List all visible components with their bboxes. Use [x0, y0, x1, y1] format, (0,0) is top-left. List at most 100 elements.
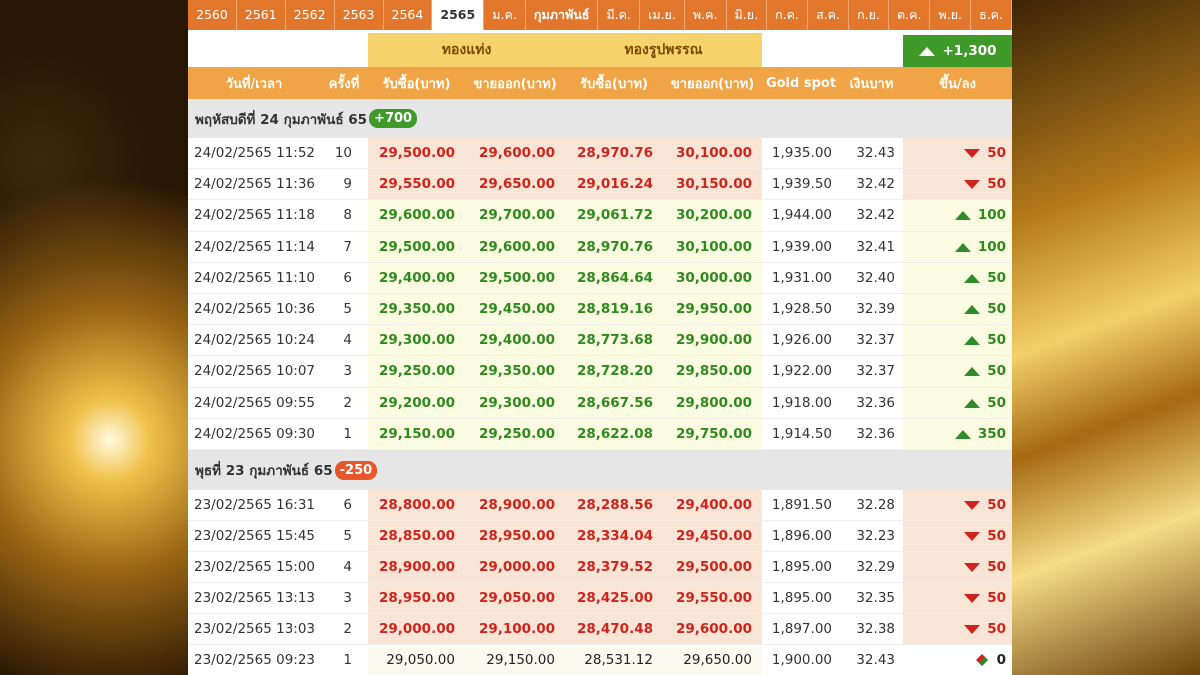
round: 3 — [320, 356, 368, 388]
ornament-buy: 29,016.24 — [565, 169, 663, 201]
total-change-value: +1,300 — [942, 43, 997, 59]
change-cell: 50 — [903, 552, 1012, 583]
change-value: 50 — [987, 363, 1006, 380]
trend-icon — [919, 47, 936, 56]
gold-spot: 1,897.00 — [762, 614, 840, 645]
ornament-buy: 28,425.00 — [565, 583, 663, 614]
date-time: 24/02/2565 11:52 — [188, 138, 320, 170]
change-value: 50 — [987, 497, 1006, 513]
ornament-buy: 28,970.76 — [565, 231, 663, 263]
trend-icon — [954, 211, 971, 221]
section-change: +700 — [369, 109, 418, 128]
ornament-buy: 28,470.48 — [565, 614, 663, 645]
year-tab[interactable]: 2565 — [432, 0, 485, 30]
ornament-buy: 28,970.76 — [565, 138, 663, 170]
background-left — [0, 0, 188, 675]
month-tab[interactable]: ก.ย. — [849, 0, 889, 30]
ornament-buy: 28,622.08 — [565, 418, 663, 450]
change-value: 100 — [977, 207, 1006, 224]
change-cell: 50 — [903, 614, 1012, 645]
year-tab[interactable]: 2564 — [384, 0, 433, 30]
month-tab[interactable]: กุมภาพันธ์ — [526, 0, 599, 30]
ornament-sell: 30,000.00 — [663, 262, 762, 294]
round: 8 — [320, 200, 368, 232]
thb-rate: 32.36 — [840, 388, 903, 419]
bar-buy: 28,900.00 — [368, 552, 465, 583]
change-cell: 100 — [903, 231, 1012, 263]
change-cell: 50 — [903, 294, 1012, 326]
bar-buy: 28,850.00 — [368, 521, 465, 552]
bar-buy: 28,950.00 — [368, 583, 465, 614]
round: 4 — [320, 552, 368, 583]
change-cell: 50 — [903, 490, 1012, 521]
trend-icon — [954, 242, 971, 252]
year-tab[interactable]: 2562 — [286, 0, 335, 30]
ornament-sell: 29,400.00 — [663, 490, 762, 521]
month-tab[interactable]: ก.ค. — [767, 0, 809, 30]
bar-buy: 29,050.00 — [368, 645, 465, 675]
ornament-sell: 29,750.00 — [663, 418, 762, 450]
trend-icon — [964, 149, 981, 159]
change-cell: 50 — [903, 356, 1012, 388]
bar-buy: 29,000.00 — [368, 614, 465, 645]
month-tab[interactable]: ต.ค. — [889, 0, 931, 30]
ornament-sell: 29,850.00 — [663, 356, 762, 388]
month-tab[interactable]: มิ.ย. — [727, 0, 768, 30]
date-time: 24/02/2565 10:07 — [188, 356, 320, 388]
round: 5 — [320, 294, 368, 326]
section-header: พฤหัสบดีที่ 24 กุมภาพันธ์ 65 +700 — [188, 99, 1012, 138]
ornament-sell: 29,550.00 — [663, 583, 762, 614]
change-value: 50 — [987, 176, 1006, 193]
gold-spot: 1,895.00 — [762, 552, 840, 583]
year-tab[interactable]: 2560 — [188, 0, 237, 30]
thb-rate: 32.43 — [840, 138, 903, 170]
change-cell: 50 — [903, 262, 1012, 294]
gold-spot: 1,928.50 — [762, 294, 840, 326]
date-time: 24/02/2565 10:36 — [188, 294, 320, 326]
gold-spot: 1,939.00 — [762, 232, 840, 263]
ornament-sell: 29,950.00 — [663, 294, 762, 326]
change-value: 50 — [987, 590, 1006, 606]
change-cell: 50 — [903, 138, 1012, 170]
section-header: พุธที่ 23 กุมภาพันธ์ 65 -250 — [188, 450, 1012, 490]
bar-sell: 29,150.00 — [465, 645, 565, 675]
month-tab[interactable]: ธ.ค. — [971, 0, 1012, 30]
ornament-sell: 30,100.00 — [663, 231, 762, 263]
date-time: 24/02/2565 09:55 — [188, 388, 320, 419]
change-cell: 350 — [903, 418, 1012, 450]
gold-spot: 1,918.00 — [762, 388, 840, 419]
round: 2 — [320, 614, 368, 645]
trend-icon — [964, 625, 981, 634]
thb-rate: 32.37 — [840, 325, 903, 357]
trend-icon — [964, 501, 981, 510]
bar-sell: 28,950.00 — [465, 521, 565, 552]
month-tab[interactable]: ส.ค. — [808, 0, 850, 30]
gold-spot: 1,931.00 — [762, 263, 840, 294]
trend-icon — [964, 180, 981, 190]
bar-sell: 29,600.00 — [465, 138, 565, 170]
ornament-buy: 28,773.68 — [565, 325, 663, 357]
bar-sell: 29,100.00 — [465, 614, 565, 645]
month-tab[interactable]: ม.ค. — [484, 0, 526, 30]
bar-sell: 29,700.00 — [465, 200, 565, 232]
group-header: ทองรูปพรรณ — [565, 33, 762, 67]
ornament-sell: 29,600.00 — [663, 614, 762, 645]
group-header: ทองแท่ง — [368, 33, 565, 67]
month-tab[interactable]: พ.ค. — [685, 0, 727, 30]
month-tab[interactable]: พ.ย. — [930, 0, 972, 30]
gold-spot: 1,900.00 — [762, 645, 840, 675]
trend-icon — [964, 532, 981, 541]
thb-rate: 32.23 — [840, 521, 903, 552]
trend-icon — [964, 398, 981, 408]
thb-rate: 32.28 — [840, 490, 903, 521]
year-tab[interactable]: 2561 — [237, 0, 286, 30]
month-tab[interactable]: มี.ค. — [598, 0, 641, 30]
round: 4 — [320, 325, 368, 357]
change-value: 50 — [987, 332, 1006, 349]
ornament-buy: 28,531.12 — [565, 645, 663, 675]
year-tab[interactable]: 2563 — [335, 0, 384, 30]
change-cell: 50 — [903, 583, 1012, 614]
gold-table-panel: 2560 2561 2562 2563 2564 2565 ม.ค. กุมภาพันธ์ มี… — [188, 0, 1012, 675]
month-tab[interactable]: เม.ย. — [640, 0, 685, 30]
bar-buy: 29,500.00 — [368, 138, 465, 170]
